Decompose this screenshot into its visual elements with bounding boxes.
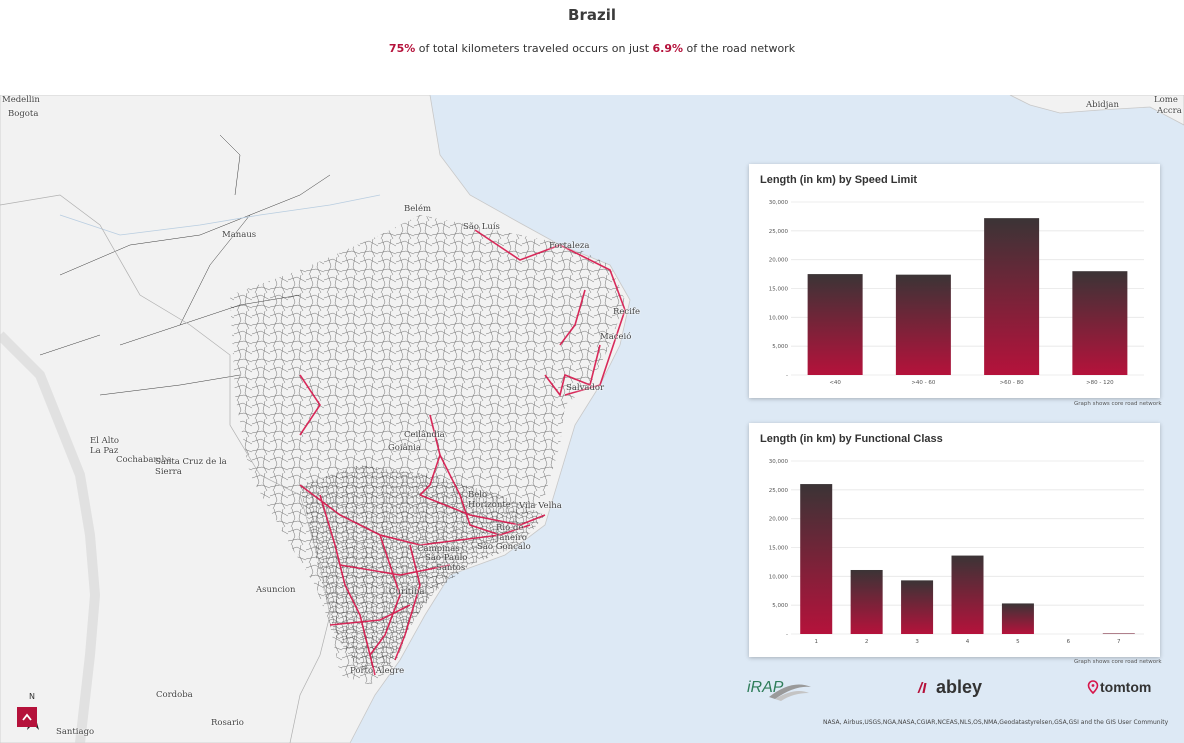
- north-label: N: [29, 692, 35, 701]
- map-label-asuncion: Asuncion: [256, 585, 296, 595]
- speed-limit-chart-panel: Length (in km) by Speed Limit 30,000 25,0…: [749, 164, 1160, 398]
- bar-7[interactable]: [1102, 633, 1135, 634]
- map-label-santa-cruz: Santa Cruz de la Sierra: [155, 457, 227, 477]
- abley-logo-text: abley: [936, 677, 983, 697]
- functional-class-chart-title: Length (in km) by Functional Class: [760, 433, 943, 445]
- x-tick-label: >60 - 80: [1000, 380, 1025, 386]
- map-label-sao-paulo: São Paulo: [425, 553, 468, 563]
- map-label-curitiba: Curitiba: [389, 587, 425, 597]
- functional-class-chart-panel: Length (in km) by Functional Class 30,00…: [749, 423, 1160, 657]
- map-label-rosario: Rosario: [211, 718, 244, 728]
- bar-2[interactable]: [850, 569, 883, 634]
- y-tick-label: -: [786, 373, 788, 379]
- andes-relief: [0, 331, 101, 743]
- tomtom-pin-icon: [1087, 680, 1099, 694]
- map-label-vila-velha: Vila Velha: [519, 501, 562, 511]
- bar--80-120[interactable]: [1072, 271, 1128, 375]
- y-tick-label: 10,000: [769, 315, 789, 321]
- y-tick-label: 5,000: [772, 344, 788, 350]
- map-attribution: NASA, Airbus,USGS,NGA,NASA,CGIAR,NCEAS,N…: [823, 719, 1169, 726]
- map-label-fortaleza: Fortaleza: [549, 241, 590, 251]
- bar--60-80[interactable]: [984, 218, 1040, 375]
- river: [59, 194, 381, 236]
- y-tick-label: 30,000: [769, 200, 789, 206]
- x-tick-label: >80 - 120: [1086, 380, 1114, 386]
- map-label-abidjan: Abidjan: [1086, 100, 1119, 110]
- y-tick-label: 15,000: [769, 287, 789, 293]
- map-label-santiago: Santiago: [56, 727, 95, 737]
- map-label-cochabamba: Cochabamba: [116, 455, 173, 465]
- x-tick-label: <40: [829, 380, 841, 386]
- y-tick-label: 10,000: [769, 574, 789, 580]
- map-label-lome: Lome: [1154, 95, 1178, 105]
- page-title: Brazil: [568, 6, 616, 24]
- map-label-salvador: Salvador: [566, 383, 605, 393]
- y-tick-label: 15,000: [769, 546, 789, 552]
- functional-class-chart: 30,000 25,000 20,000 15,000 10,000 5,000 - 1 2 3 4…: [769, 459, 1144, 645]
- functional-class-chart-footnote: Graph shows core road network: [1074, 659, 1162, 665]
- bar-1[interactable]: [800, 484, 833, 634]
- map-label-el-alto: El Alto: [90, 436, 120, 446]
- map-label-rio: Rio de Janeiro: [496, 523, 527, 543]
- y-tick-label: 20,000: [769, 517, 789, 523]
- speed-limit-chart-title: Length (in km) by Speed Limit: [760, 174, 918, 186]
- x-tick-label: 4: [966, 639, 970, 645]
- x-tick-label: 5: [1016, 639, 1020, 645]
- africa-land: [1009, 95, 1184, 126]
- y-tick-label: 20,000: [769, 258, 789, 264]
- subtitle-text-2: of the road network: [683, 42, 796, 55]
- map-label-sao-luis: São Luís: [463, 222, 500, 232]
- y-tick-label: 5,000: [772, 603, 788, 609]
- scroll-up-button[interactable]: [17, 707, 37, 727]
- chevron-up-icon: [22, 713, 32, 721]
- map-label-santos: Santos: [436, 563, 466, 573]
- map-label-belo-horizonte: Belo Horizonte: [468, 490, 511, 510]
- map-label-ceilandia: Ceilândia: [404, 430, 445, 440]
- map-label-recife: Recife: [613, 307, 641, 317]
- x-tick-label: 6: [1067, 639, 1071, 645]
- speed-limit-chart: 30,000 25,000 20,000 15,000 10,000 5,000 - <40 >…: [769, 200, 1144, 386]
- subtitle-text-1: of total kilometers traveled occurs on j…: [415, 42, 653, 55]
- y-tick-label: 25,000: [769, 488, 789, 494]
- speed-limit-chart-footnote: Graph shows core road network: [1074, 401, 1162, 407]
- header: Brazil 75% of total kilometers traveled …: [0, 0, 1184, 95]
- amazon-sparse-roads: [39, 134, 331, 396]
- irap-logo-text: iRAP: [747, 679, 784, 696]
- bar-4[interactable]: [951, 555, 984, 634]
- map-label-manaus: Manaus: [222, 230, 257, 240]
- map-label-belem: Belém: [404, 204, 432, 214]
- map-label-campinas: Campinas: [417, 544, 460, 554]
- x-tick-label: 2: [865, 639, 869, 645]
- country-border: [0, 194, 331, 743]
- bar--40[interactable]: [807, 274, 863, 375]
- map-label-medellin: Medellin: [2, 95, 40, 105]
- map-label-goiania: Goiânia: [388, 443, 421, 453]
- irap-logo-mark: [769, 684, 811, 701]
- map-label-la-paz: La Paz: [90, 446, 119, 456]
- y-tick-label: 30,000: [769, 459, 789, 465]
- km-traveled-share: 75%: [388, 42, 416, 55]
- x-tick-label: 3: [915, 639, 919, 645]
- x-tick-label: 7: [1117, 639, 1121, 645]
- bar-3[interactable]: [901, 580, 934, 634]
- x-tick-label: >40 - 60: [911, 380, 936, 386]
- network-share: 6.9%: [652, 42, 684, 55]
- map-label-bogota: Bogota: [8, 109, 39, 119]
- tomtom-logo[interactable]: tomtom: [1087, 679, 1167, 697]
- page-subtitle: 75% of total kilometers traveled occurs …: [0, 42, 1184, 55]
- x-tick-label: 1: [814, 639, 818, 645]
- map-label-maceio: Maceió: [600, 332, 632, 342]
- map-label-accra: Accra: [1157, 106, 1182, 116]
- core-road-network: [299, 229, 626, 676]
- map-label-cordoba: Cordoba: [156, 690, 193, 700]
- map-label-sao-goncalo: São Gonçalo: [477, 542, 531, 552]
- bar--40-60[interactable]: [895, 274, 951, 375]
- y-tick-label: -: [786, 632, 788, 638]
- tomtom-logo-text: tomtom: [1100, 679, 1152, 695]
- y-tick-label: 25,000: [769, 229, 789, 235]
- irap-logo[interactable]: iRAP: [747, 677, 813, 703]
- bar-5[interactable]: [1001, 603, 1034, 634]
- abley-logo-mark: /I: [918, 680, 927, 697]
- map-label-porto-alegre: Porto Alegre: [350, 666, 405, 676]
